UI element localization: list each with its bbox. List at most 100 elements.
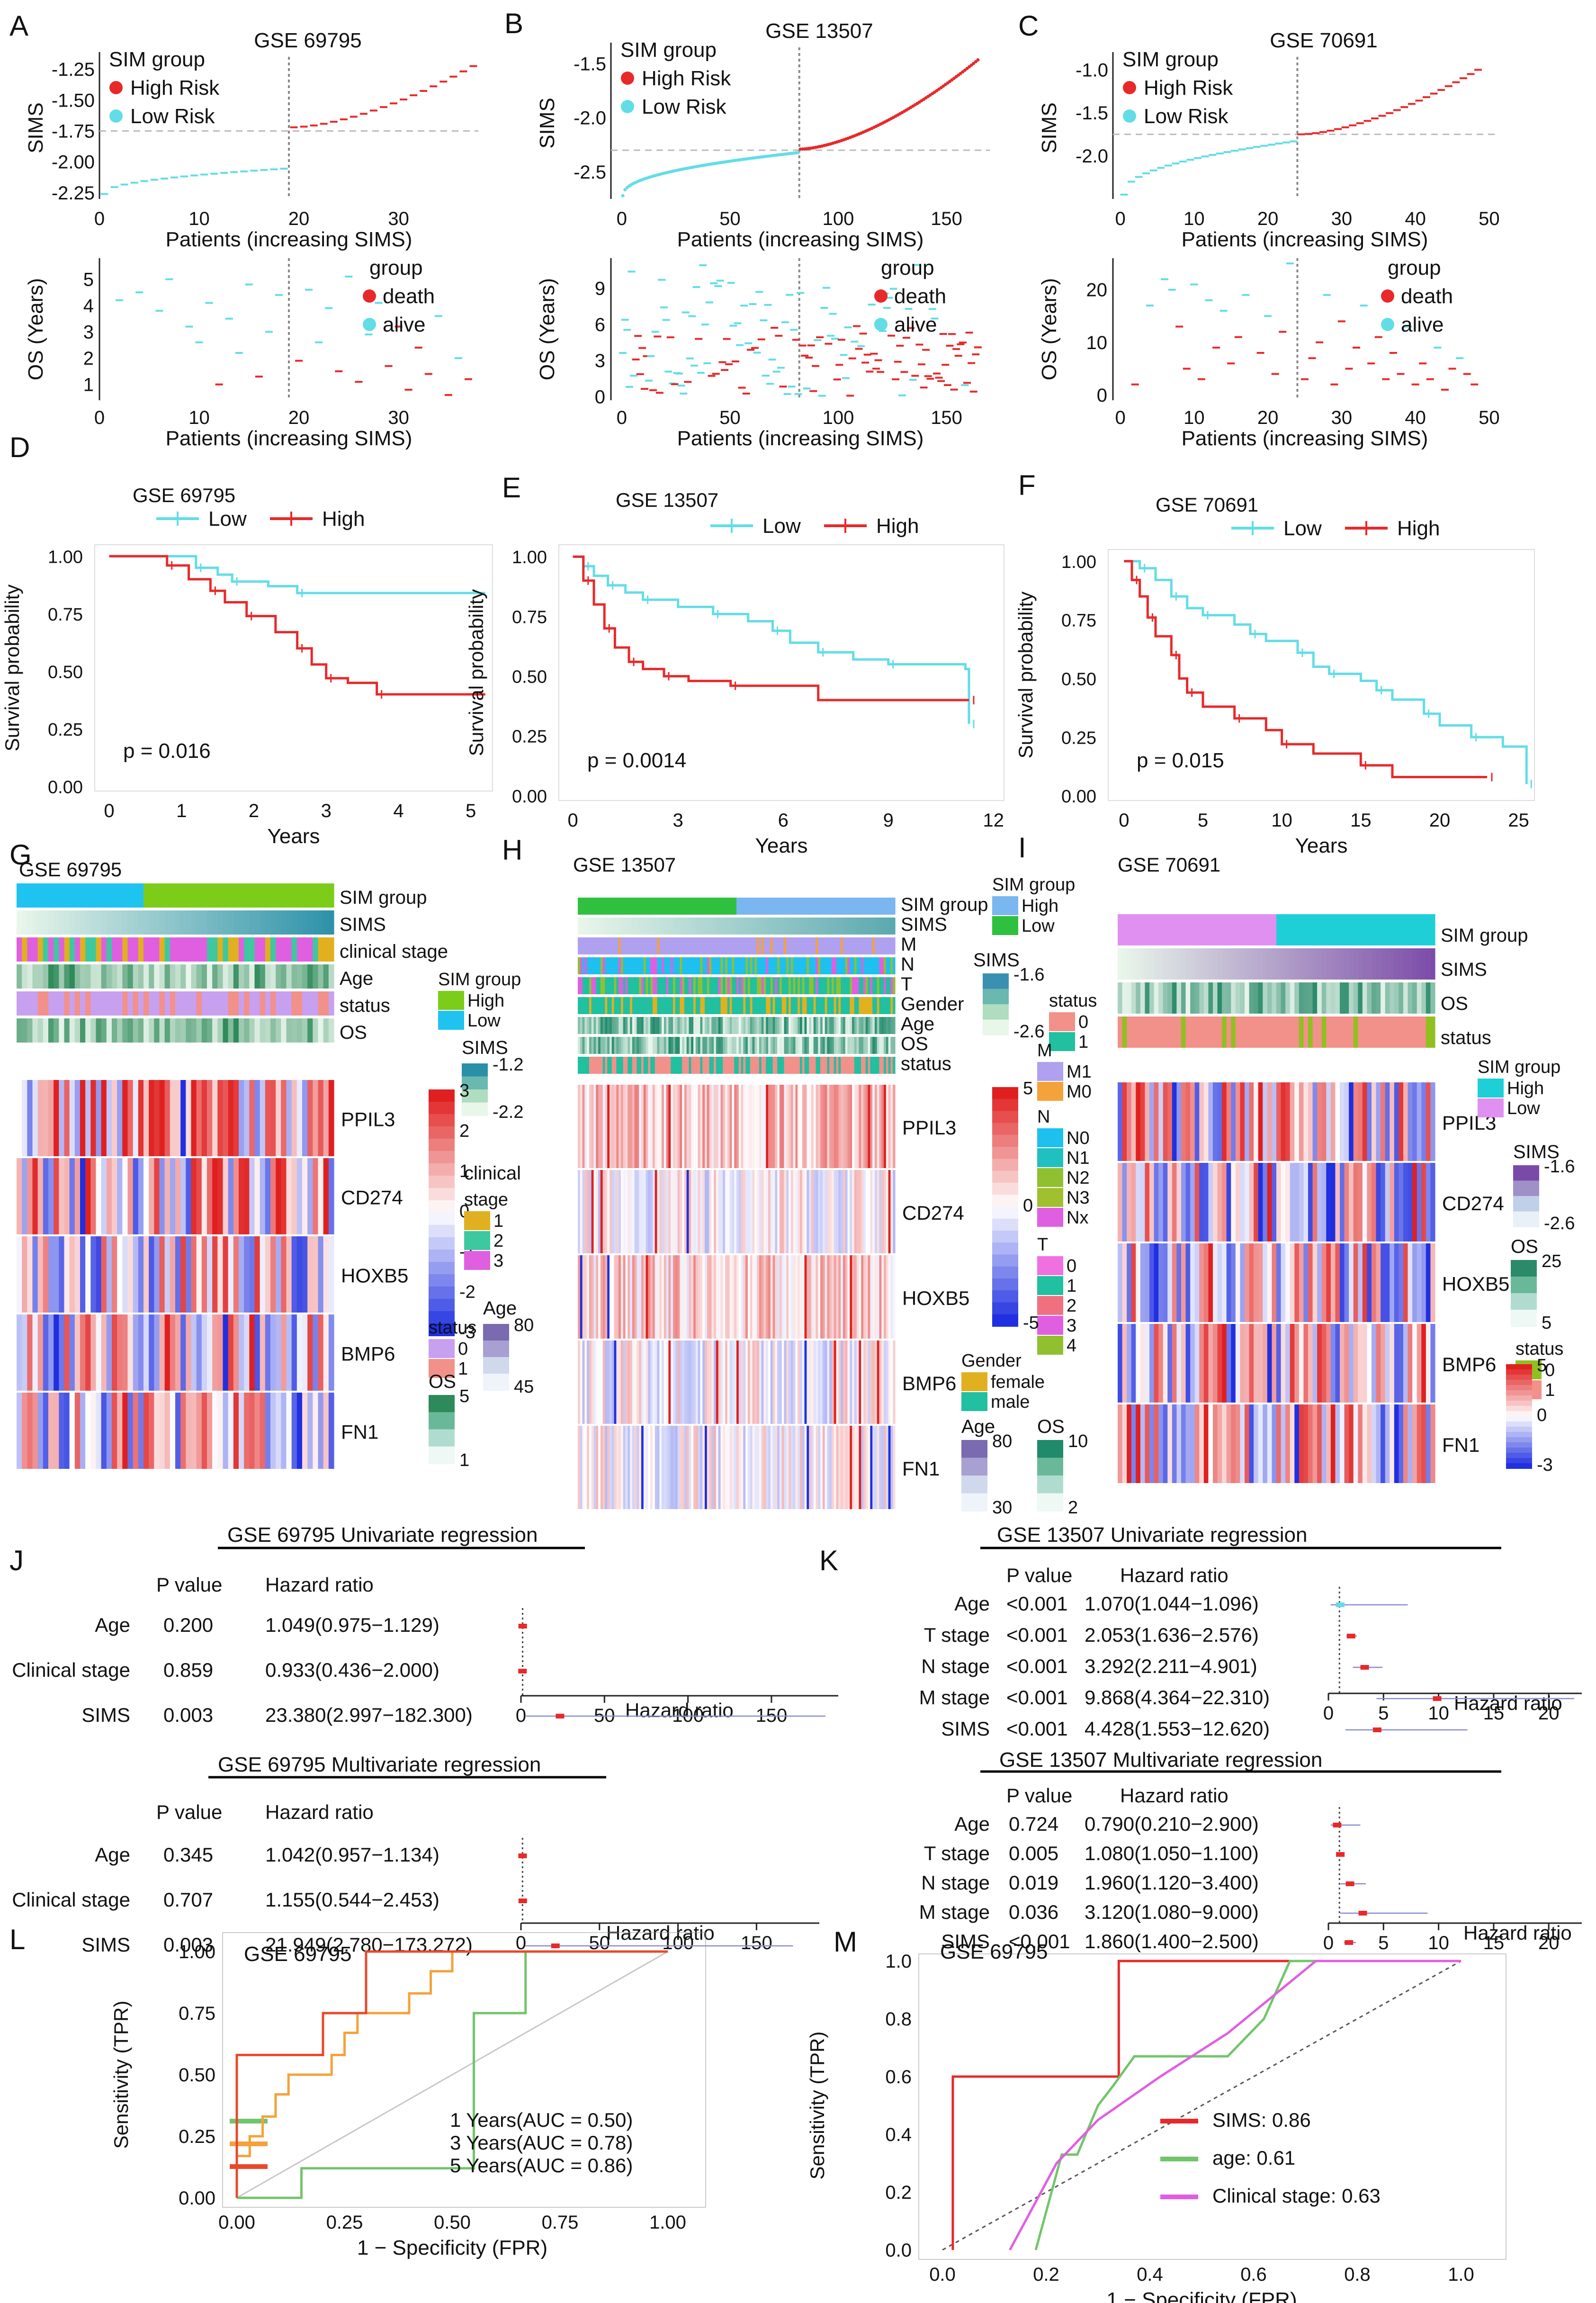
legend-label: -3 [1537, 1455, 1553, 1475]
annotation-cell [1181, 914, 1186, 945]
annotation-cell [1281, 914, 1286, 945]
annotation-cell [646, 918, 648, 935]
annotation-cell [43, 1018, 49, 1043]
heatmap-cell [223, 1314, 229, 1391]
heatmap-cell [620, 1085, 624, 1168]
heatmap-cell [754, 1170, 757, 1253]
annotation-cell [745, 1017, 748, 1034]
heatmap-cell [1118, 1324, 1123, 1403]
annotation-cell [212, 991, 218, 1016]
heatmap-cell [745, 1255, 748, 1339]
annotation-cell [578, 1017, 581, 1034]
heatmap-cell [693, 1340, 696, 1424]
y-tick-label: -2.0 [574, 108, 606, 129]
annotation-cell [201, 937, 207, 962]
x-tick-label: 1 [176, 801, 187, 821]
heatmap-cell [845, 1085, 848, 1168]
annotation-cell [682, 997, 685, 1014]
heatmap-cell [1267, 1082, 1273, 1161]
annotation-cell [1254, 982, 1259, 1014]
annotation-cell [666, 977, 669, 994]
row-label: SIMS [941, 1930, 990, 1952]
annotation-cell [709, 977, 712, 994]
annotation-cell [800, 977, 803, 994]
annotation-cell [207, 937, 213, 962]
annotation-cell [836, 1017, 839, 1034]
annotation-cell [772, 918, 775, 935]
y-axis-label: Sensitivity (TPR) [110, 2001, 132, 2149]
heatmap-cell [725, 1340, 728, 1424]
heatmap-cell [605, 1085, 608, 1168]
annotation-cell [580, 937, 583, 954]
annotation-cell [677, 1057, 680, 1074]
annotation-cell [893, 957, 896, 974]
x-tick-label: 0 [94, 208, 105, 229]
annotation-cell [673, 977, 676, 994]
annotation-cell [859, 1037, 861, 1054]
annotation-cell [668, 957, 671, 974]
annotation-cell [652, 898, 655, 915]
annotation-cell [675, 898, 678, 915]
annotation-cell [879, 918, 882, 935]
annotation-cell [714, 898, 717, 915]
annotation-cell [1222, 1017, 1227, 1048]
annotation-cell [829, 957, 832, 974]
km-plot-frame [1108, 549, 1535, 801]
annotation-cell [675, 997, 678, 1014]
annotation-cell [302, 964, 308, 989]
gene-label: FN1 [1442, 1434, 1479, 1456]
annotation-cell [641, 977, 644, 994]
heatmap-cell [684, 1426, 687, 1509]
annotation-cell [705, 898, 708, 915]
annotation-cell [732, 918, 735, 935]
heatmap-cell [657, 1170, 660, 1253]
annotation-cell [1349, 982, 1354, 1014]
heatmap-cell [655, 1085, 658, 1168]
annotation-cell [96, 937, 102, 962]
heatmap-cell [1176, 1163, 1182, 1241]
annotation-cell [328, 991, 334, 1016]
heatmap-cell [1376, 1163, 1381, 1241]
x-tick-label: 10 [1428, 1933, 1449, 1953]
heatmap-cell [725, 1085, 728, 1168]
heatmap-cell [822, 1085, 825, 1168]
annotation-cell [822, 1017, 825, 1034]
heatmap-cell [847, 1340, 850, 1424]
annotation-cell [825, 937, 828, 954]
heatmap-cell [666, 1170, 669, 1253]
panel-label-K: K [819, 1545, 838, 1576]
heatmap-cell [122, 1393, 128, 1469]
legend-label: SIMS: 0.86 [1212, 2109, 1311, 2131]
annotation-cell [736, 937, 739, 954]
row-hazard-ratio: 1.049(0.975−1.129) [265, 1614, 439, 1636]
heatmap-cell [718, 1085, 721, 1168]
annotation-cell [318, 910, 324, 935]
annotation-cell [781, 937, 785, 954]
annotation-cell [886, 1057, 889, 1074]
legend-swatch [992, 896, 1018, 915]
annotation-cell [818, 977, 821, 994]
annotation-cell [655, 1017, 658, 1034]
heatmap-cell [884, 1085, 887, 1168]
heatmap-cell [1326, 1163, 1331, 1241]
annotation-cell [32, 991, 38, 1016]
heatmap-cell [893, 1340, 896, 1424]
heatmap-cell [175, 1080, 181, 1156]
annotation-cell [702, 957, 705, 974]
heatmap-cell [54, 1158, 59, 1234]
heatmap-cell [734, 1170, 737, 1253]
heatmap-cell [323, 1236, 329, 1313]
annotation-cell [1372, 914, 1377, 945]
heatmap-cell [22, 1158, 27, 1234]
annotation-cell [686, 957, 690, 974]
annotation-cell [598, 1037, 601, 1054]
annotation-cell [623, 977, 626, 994]
heatmap-cell [307, 1080, 313, 1156]
annotation-cell [825, 1037, 828, 1054]
annotation-cell [741, 898, 744, 915]
expression-gradient [992, 1278, 1018, 1291]
heatmap-cell [1231, 1243, 1236, 1322]
heatmap-cell [133, 1393, 139, 1469]
annotation-cell [610, 957, 612, 974]
y-tick-label: 1.00 [1061, 552, 1096, 572]
